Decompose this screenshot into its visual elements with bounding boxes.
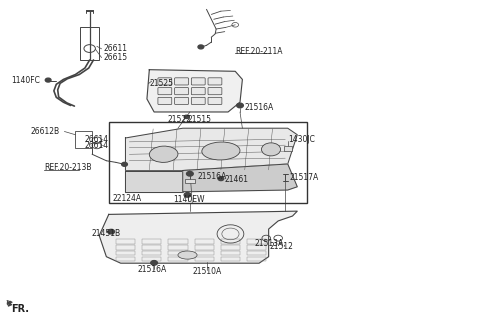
Bar	[195, 245, 214, 250]
Text: 21517A: 21517A	[289, 173, 318, 181]
FancyBboxPatch shape	[158, 97, 172, 105]
Bar	[142, 245, 161, 250]
Ellipse shape	[178, 251, 197, 259]
Circle shape	[108, 229, 115, 234]
Circle shape	[237, 103, 243, 108]
Text: 21513A,: 21513A,	[254, 239, 286, 248]
Circle shape	[218, 177, 224, 181]
Text: 26614: 26614	[85, 135, 109, 144]
Text: 21510A: 21510A	[192, 267, 222, 277]
Bar	[284, 146, 291, 151]
Polygon shape	[147, 70, 242, 112]
Text: 22124A: 22124A	[112, 194, 141, 203]
Bar	[116, 251, 135, 256]
Circle shape	[184, 193, 191, 197]
FancyBboxPatch shape	[192, 78, 205, 85]
Ellipse shape	[202, 142, 240, 160]
Text: 21516A: 21516A	[245, 103, 274, 112]
FancyBboxPatch shape	[208, 97, 222, 105]
Text: 1140FC: 1140FC	[11, 75, 40, 85]
Bar	[195, 251, 214, 256]
Polygon shape	[7, 301, 12, 306]
Text: 21451B: 21451B	[91, 229, 120, 238]
Text: 21516A: 21516A	[197, 172, 226, 181]
Circle shape	[198, 45, 204, 49]
Bar	[247, 239, 266, 244]
Bar	[221, 239, 240, 244]
Polygon shape	[183, 164, 297, 192]
FancyBboxPatch shape	[175, 97, 189, 105]
FancyBboxPatch shape	[192, 97, 205, 105]
Bar	[116, 245, 135, 250]
Bar	[221, 251, 240, 256]
Text: FR.: FR.	[11, 304, 29, 314]
Text: 21522: 21522	[168, 114, 192, 124]
FancyBboxPatch shape	[158, 88, 172, 95]
FancyBboxPatch shape	[208, 78, 222, 85]
FancyBboxPatch shape	[208, 88, 222, 95]
Polygon shape	[125, 171, 183, 192]
Bar	[109, 122, 307, 203]
Text: 21461: 21461	[225, 175, 249, 184]
Text: 26611: 26611	[104, 44, 128, 53]
Bar	[168, 257, 188, 261]
Bar	[247, 245, 266, 250]
Text: 21525: 21525	[149, 79, 173, 88]
Bar	[142, 257, 161, 261]
Bar	[185, 179, 195, 183]
Text: REF.20-213B: REF.20-213B	[44, 163, 92, 173]
Text: 21516A: 21516A	[138, 265, 167, 274]
Circle shape	[151, 260, 157, 265]
Text: 26614: 26614	[85, 141, 109, 150]
Text: 26612B: 26612B	[30, 127, 59, 136]
Ellipse shape	[262, 143, 281, 156]
Polygon shape	[125, 128, 297, 171]
Bar	[221, 245, 240, 250]
Bar	[247, 257, 266, 261]
Text: 1140EW: 1140EW	[173, 195, 204, 204]
Circle shape	[184, 115, 189, 118]
FancyBboxPatch shape	[175, 88, 189, 95]
Bar	[195, 257, 214, 261]
Bar	[80, 28, 99, 60]
Text: 1430JC: 1430JC	[288, 135, 314, 144]
Bar	[221, 257, 240, 261]
Bar	[116, 239, 135, 244]
FancyBboxPatch shape	[175, 78, 189, 85]
Ellipse shape	[149, 146, 178, 162]
Circle shape	[121, 162, 127, 166]
Bar	[247, 251, 266, 256]
Polygon shape	[99, 211, 297, 263]
Bar	[168, 245, 188, 250]
Bar	[116, 257, 135, 261]
Text: 21515: 21515	[188, 114, 212, 124]
Circle shape	[187, 172, 193, 176]
Bar	[168, 251, 188, 256]
Bar	[168, 239, 188, 244]
FancyBboxPatch shape	[158, 78, 172, 85]
Bar	[142, 251, 161, 256]
Bar	[142, 239, 161, 244]
FancyBboxPatch shape	[192, 88, 205, 95]
Circle shape	[45, 78, 51, 82]
Bar	[75, 131, 92, 148]
Text: 26615: 26615	[104, 53, 128, 62]
Text: REF.20-211A: REF.20-211A	[235, 47, 283, 56]
Bar	[195, 239, 214, 244]
Text: 21512: 21512	[270, 242, 293, 251]
